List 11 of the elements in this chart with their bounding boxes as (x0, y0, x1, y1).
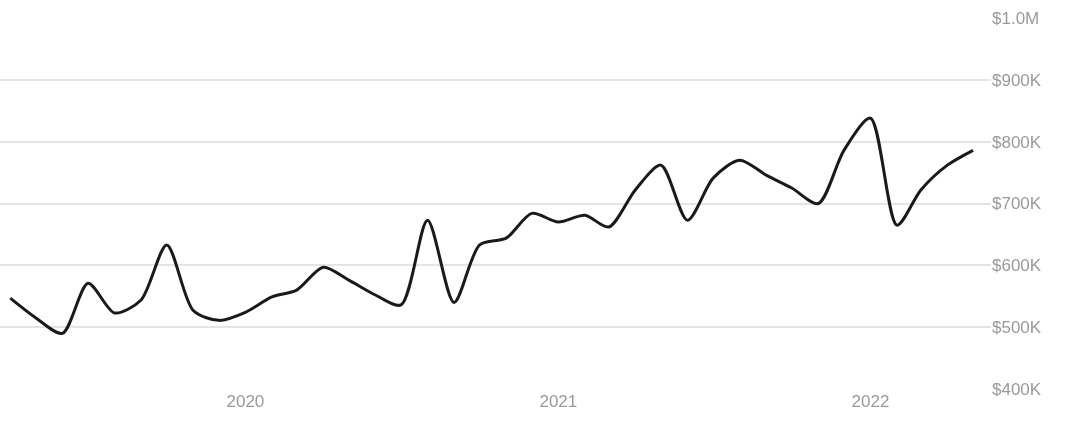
y-tick-label: $1.0M (992, 8, 1040, 28)
line-series (8, 116, 975, 335)
x-tick-label: 2022 (851, 392, 890, 411)
y-tick-label: $400K (992, 379, 1042, 399)
x-tick-label: 2021 (539, 392, 578, 411)
y-tick-label: $800K (992, 132, 1042, 152)
y-tick-label: $900K (992, 70, 1042, 90)
y-tick-label: $700K (992, 194, 1042, 214)
x-tick-label: 2020 (226, 392, 265, 411)
y-tick-label: $500K (992, 318, 1042, 338)
y-tick-label: $600K (992, 256, 1042, 276)
